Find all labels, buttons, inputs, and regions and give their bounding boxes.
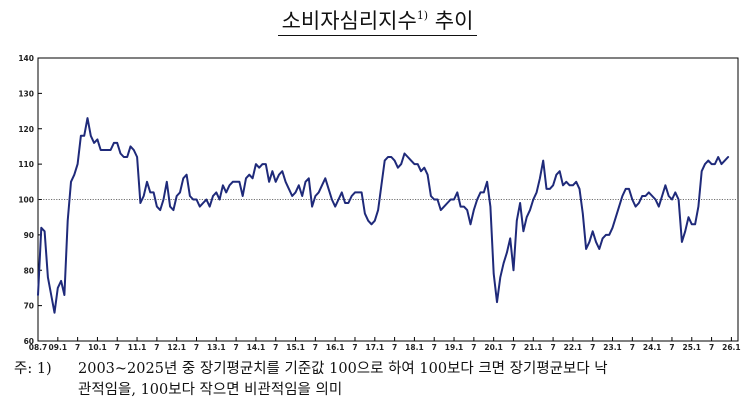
y-tick-label: 70 (24, 302, 34, 311)
x-tick-label: 26.1 (722, 343, 741, 350)
y-tick-label: 120 (18, 125, 34, 134)
footnote-line-1: 2003~2025년 중 장기평균치를 기준값 100으로 하여 100보다 크… (78, 361, 608, 377)
series-line (37, 117, 730, 314)
y-tick-label: 100 (18, 196, 34, 205)
x-tick-label: 7 (669, 343, 674, 350)
x-tick-label: 7 (590, 343, 595, 350)
x-tick-label: 7 (115, 343, 120, 350)
x-tick-label: 7 (511, 343, 516, 350)
line-chart: 60 70 80 90 100 110 120 130 140 08.7 09.1 7 10.1 7 11.… (18, 54, 741, 350)
x-tick-label: 7 (352, 343, 357, 350)
x-tick-label: 16.1 (326, 343, 345, 350)
x-tick-label: 10.1 (88, 343, 107, 350)
x-tick-label: 22.1 (564, 343, 583, 350)
chart-title: 소비자심리지수1) 추이 (277, 8, 478, 37)
x-tick-label: 20.1 (484, 343, 503, 350)
x-tick-label: 7 (313, 343, 318, 350)
chart-title-wrap: 소비자심리지수1) 추이 (0, 8, 755, 37)
x-tick-label: 7 (630, 343, 635, 350)
x-tick-label: 15.1 (286, 343, 305, 350)
x-tick-label: 7 (392, 343, 397, 350)
x-tick-label: 14.1 (247, 343, 266, 350)
y-tick-label: 140 (18, 54, 34, 63)
x-tick-label: 7 (194, 343, 199, 350)
footnote: 주: 1) 2003~2025년 중 장기평균치를 기준값 100으로 하여 1… (14, 359, 749, 401)
x-tick-label: 11.1 (128, 343, 147, 350)
footnote-prefix: 주: 1) (14, 361, 52, 377)
y-tick-label: 80 (24, 266, 34, 275)
chart-title-text: 소비자심리지수 (281, 9, 417, 33)
x-tick-label: 19.1 (445, 343, 464, 350)
x-tick-label: 7 (154, 343, 159, 350)
y-tick-label: 60 (24, 337, 34, 346)
y-tick-label: 90 (24, 231, 34, 240)
y-tick-label: 130 (18, 89, 34, 98)
x-tick-label: 09.1 (49, 343, 68, 350)
x-tick-label: 7 (432, 343, 437, 350)
footnote-line-2: 관적임을, 100보다 작으면 비관적임을 의미 (78, 382, 343, 398)
x-tick-label: 7 (709, 343, 714, 350)
x-tick-label: 23.1 (603, 343, 622, 350)
x-tick-label: 7 (273, 343, 278, 350)
title-footnote-mark: 1) (416, 9, 429, 22)
x-tick-label: 17.1 (366, 343, 385, 350)
x-tick-label: 24.1 (643, 343, 662, 350)
y-tick-label: 110 (18, 160, 34, 169)
x-tick-label: 7 (234, 343, 239, 350)
x-tick-label: 12.1 (167, 343, 186, 350)
x-tick-label: 7 (75, 343, 80, 350)
x-tick-label: 7 (550, 343, 555, 350)
x-tick-label: 18.1 (405, 343, 424, 350)
x-tick-label: 08.7 (29, 343, 48, 350)
footnote-row-1: 주: 1) 2003~2025년 중 장기평균치를 기준값 100으로 하여 1… (14, 359, 749, 380)
x-tick-label: 13.1 (207, 343, 226, 350)
x-tick-label: 7 (471, 343, 476, 350)
x-tick-label: 21.1 (524, 343, 543, 350)
x-tick-label: 25.1 (683, 343, 702, 350)
chart-title-suffix: 추이 (434, 9, 474, 33)
